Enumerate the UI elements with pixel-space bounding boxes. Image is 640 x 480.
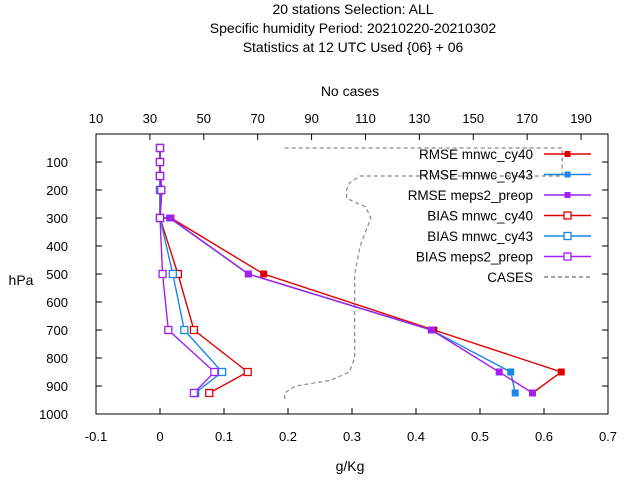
legend-label: BIAS meps2_preop [416, 250, 533, 265]
data-point [189, 388, 199, 398]
data-point [166, 214, 174, 222]
data-point [260, 270, 268, 278]
cases-series [284, 147, 563, 400]
x2-tick-label: 50 [197, 111, 211, 126]
chart-title-line-2: Specific humidity Period: 20210220-20210… [210, 20, 497, 36]
data-point [205, 388, 214, 398]
data-point [189, 325, 199, 335]
x2-axis-label: No cases [321, 83, 379, 99]
y-tick-label: 200 [46, 183, 68, 198]
x2-tick-label: 30 [143, 111, 157, 126]
data-series [155, 143, 565, 398]
x-tick-label: 0 [156, 429, 163, 444]
y-tick-label: 1000 [39, 407, 68, 422]
data-point [180, 325, 189, 335]
x-tick-label: 0.1 [215, 429, 233, 444]
chart-title-line-1: 20 stations Selection: ALL [272, 1, 433, 17]
x-tick-label: 0.4 [407, 429, 425, 444]
legend-label: BIAS mnwc_cy40 [427, 209, 533, 224]
legend-label: BIAS mnwc_cy43 [427, 229, 533, 244]
x2-tick-label: 170 [516, 111, 538, 126]
data-point [217, 367, 227, 377]
y-tick-label: 400 [46, 239, 68, 254]
data-point [157, 185, 166, 195]
x2-tick-label: 190 [570, 111, 592, 126]
series-5 [155, 143, 219, 398]
axis-ticks: -0.1 0 0.1 0.2 0.3 0.4 0.5 0.6 0.7 100 200 300 400 50… [39, 111, 617, 444]
legend-label: CASES [487, 270, 533, 285]
x-tick-label: 0.3 [343, 429, 361, 444]
cases-line [284, 147, 563, 400]
y-tick-label: 100 [46, 155, 68, 170]
y-tick-label: 900 [46, 379, 68, 394]
legend-marker [564, 171, 571, 178]
data-point [155, 171, 165, 181]
series-4 [155, 143, 227, 398]
legend-marker [564, 151, 571, 157]
legend: RMSE mnwc_cy40 RMSE mnwc_cy43 RMSE meps2_p… [408, 147, 591, 285]
data-point [528, 389, 536, 397]
x2-tick-label: 70 [250, 111, 264, 126]
x-tick-label: 0.5 [471, 429, 489, 444]
data-point [158, 269, 167, 279]
series-line [159, 148, 516, 394]
y-tick-label: 800 [46, 351, 68, 366]
legend-marker [563, 252, 572, 261]
legend-marker [563, 231, 572, 241]
series-1 [156, 144, 519, 397]
x2-tick-label: 90 [304, 111, 318, 126]
data-point [427, 326, 435, 334]
data-point [168, 269, 177, 279]
legend-label: RMSE mnwc_cy43 [419, 168, 533, 183]
data-point [155, 157, 165, 167]
x2-tick-label: 10 [89, 111, 103, 126]
x-tick-label: 0.2 [279, 429, 297, 444]
series-line [159, 148, 533, 394]
x-tick-label: 0.6 [535, 429, 553, 444]
data-point [210, 367, 219, 377]
data-point [495, 368, 503, 376]
y-tick-label: 300 [46, 211, 68, 226]
data-point [155, 213, 165, 223]
x2-tick-label: 110 [355, 111, 376, 126]
series-2 [156, 144, 536, 397]
y-axis-label: hPa [9, 272, 34, 288]
series-line [159, 148, 216, 394]
x2-tick-label: 130 [409, 111, 431, 126]
data-point [557, 368, 565, 376]
data-point [164, 325, 173, 335]
y-tick-label: 500 [46, 267, 68, 282]
x-tick-label: 0.7 [599, 429, 617, 444]
legend-label: RMSE meps2_preop [408, 188, 533, 203]
legend-marker [564, 192, 571, 198]
y-tick-label: 700 [46, 323, 68, 338]
x-tick-label: -0.1 [85, 429, 107, 444]
data-point [243, 367, 252, 377]
x2-tick-label: 150 [462, 111, 484, 126]
data-point [511, 389, 519, 397]
chart-title-line-3: Statistics at 12 UTC Used {06} + 06 [243, 39, 464, 55]
data-point [244, 270, 252, 278]
data-point [155, 143, 165, 153]
legend-label: RMSE mnwc_cy40 [419, 147, 533, 162]
y-tick-label: 600 [46, 295, 68, 310]
data-point [507, 368, 515, 376]
legend-marker [563, 211, 572, 220]
x-axis-label: g/Kg [336, 458, 365, 474]
